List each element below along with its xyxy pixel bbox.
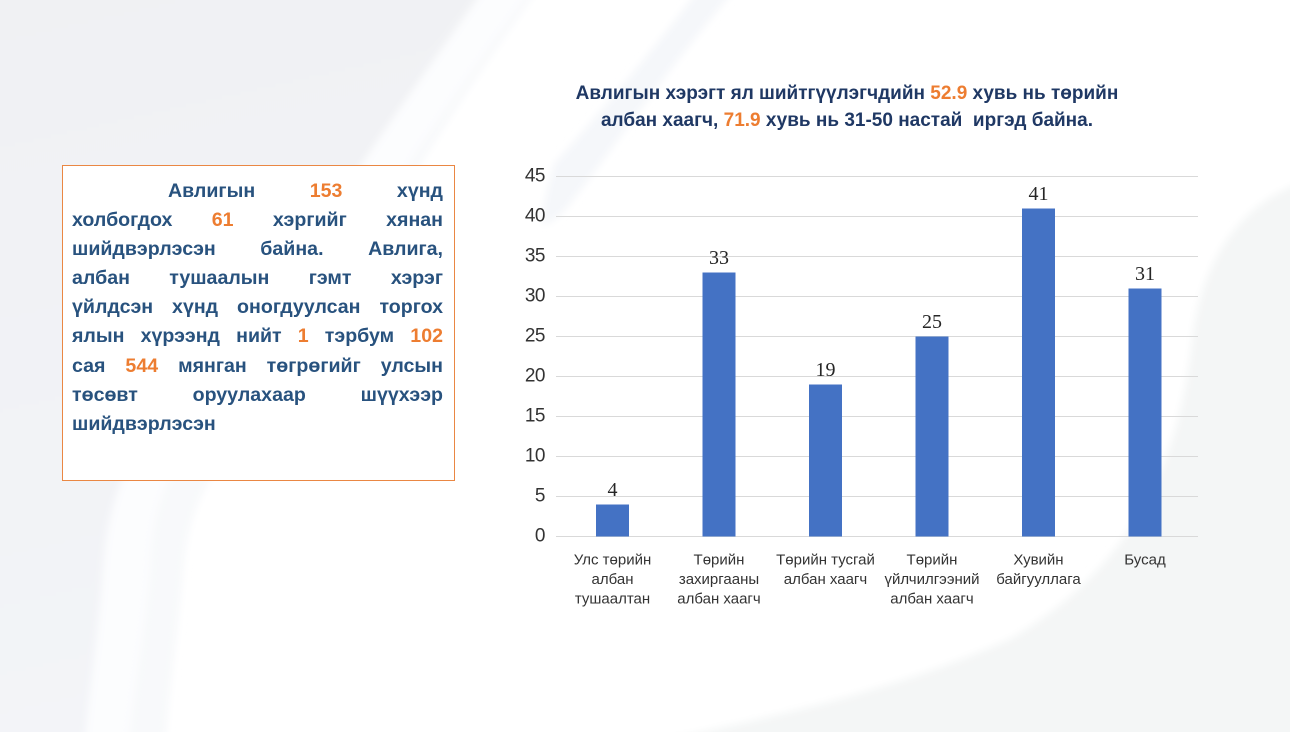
svg-text:25: 25 — [922, 311, 942, 333]
svg-text:41: 41 — [1029, 183, 1049, 205]
svg-text:0: 0 — [535, 526, 545, 547]
svg-text:4: 4 — [608, 479, 618, 501]
svg-text:Төрийн: Төрийн — [907, 552, 958, 569]
svg-text:5: 5 — [535, 486, 545, 507]
svg-text:20: 20 — [525, 366, 545, 387]
svg-text:Улс төрийн: Улс төрийн — [574, 552, 652, 569]
svg-text:Төрийн тусгай: Төрийн тусгай — [776, 552, 875, 569]
svg-text:10: 10 — [525, 446, 545, 467]
svg-text:албан: албан — [592, 571, 634, 588]
svg-text:байгууллага: байгууллага — [996, 571, 1081, 588]
svg-text:25: 25 — [525, 326, 545, 347]
svg-text:үйлчилгээний: үйлчилгээний — [884, 571, 979, 588]
svg-text:албан хаагч: албан хаагч — [677, 591, 760, 608]
svg-text:Хувийн: Хувийн — [1013, 552, 1063, 569]
svg-text:захиргааны: захиргааны — [679, 571, 759, 588]
svg-text:Бусад: Бусад — [1124, 552, 1166, 569]
svg-text:албан хаагч: албан хаагч — [784, 571, 867, 588]
svg-text:15: 15 — [525, 406, 545, 427]
svg-text:40: 40 — [525, 206, 545, 227]
svg-text:тушаалтан: тушаалтан — [575, 591, 650, 608]
svg-text:19: 19 — [816, 359, 836, 381]
svg-text:45: 45 — [525, 166, 545, 187]
svg-text:30: 30 — [525, 286, 545, 307]
svg-text:33: 33 — [709, 247, 729, 269]
svg-text:албан хаагч: албан хаагч — [890, 591, 973, 608]
svg-text:Төрийн: Төрийн — [694, 552, 745, 569]
svg-text:31: 31 — [1135, 263, 1155, 285]
svg-text:35: 35 — [525, 246, 545, 267]
